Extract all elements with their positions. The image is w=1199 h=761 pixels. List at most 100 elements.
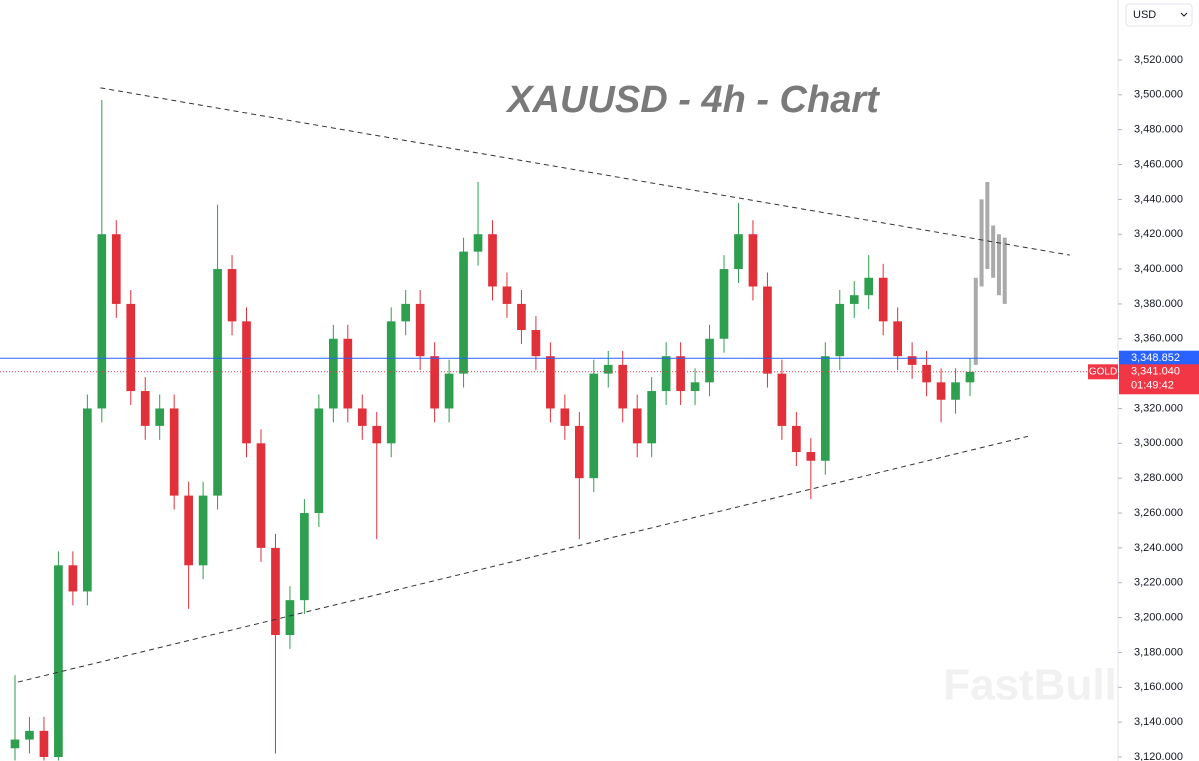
candle-body — [328, 338, 338, 409]
countdown: 01:49:42 — [1131, 380, 1174, 392]
candle-body — [54, 565, 63, 757]
price-label-box — [1119, 364, 1199, 395]
candle-body — [864, 277, 874, 296]
chart-title: XAUUSD - 4h - Chart — [505, 79, 880, 121]
candle-body — [502, 286, 512, 304]
candle-body — [68, 565, 78, 592]
candle-body — [589, 373, 599, 479]
candle-body — [386, 321, 396, 444]
y-tick-label: 3,460.000 — [1134, 158, 1183, 170]
candle-body — [227, 269, 237, 322]
candle-body — [546, 356, 555, 409]
candle-body — [300, 513, 309, 601]
candle-body — [111, 234, 121, 304]
y-tick-label: 3,480.000 — [1134, 124, 1183, 136]
projection-bar — [985, 181, 990, 270]
candle-body — [922, 364, 931, 383]
candle-body — [198, 495, 208, 566]
candle-body — [719, 269, 729, 339]
currency-dropdown[interactable] — [1125, 3, 1193, 27]
candle-body — [343, 338, 353, 409]
candle-body — [632, 408, 642, 444]
candle-body — [488, 234, 497, 287]
y-tick-label: 3,160.000 — [1134, 681, 1183, 693]
projection-bar — [996, 234, 1001, 296]
y-tick-label: 3,260.000 — [1134, 507, 1183, 519]
candle-body — [444, 373, 454, 409]
y-tick-label: 3,200.000 — [1134, 611, 1183, 623]
candle-body — [256, 443, 266, 548]
y-tick-label: 3,280.000 — [1134, 472, 1183, 484]
candle-body — [372, 425, 382, 444]
y-tick-label: 3,220.000 — [1134, 577, 1183, 589]
candle-body — [676, 356, 685, 392]
y-tick-label: 3,440.000 — [1134, 193, 1183, 205]
y-tick-label: 3,240.000 — [1134, 542, 1183, 554]
y-tick-label: 3,140.000 — [1134, 716, 1183, 728]
candle-body — [806, 452, 816, 461]
watermark: FastBull — [943, 661, 1117, 710]
projection-bar — [973, 277, 978, 365]
candle-body — [647, 391, 657, 444]
candle-body — [126, 303, 136, 392]
candle-body — [835, 303, 845, 357]
candle-body — [705, 338, 714, 383]
y-tick-label: 3,180.000 — [1134, 646, 1183, 658]
candle-body — [83, 408, 92, 592]
trendline — [100, 87, 1070, 256]
projection-bar — [991, 225, 996, 278]
y-tick-label: 3,380.000 — [1134, 298, 1183, 310]
candle-body — [965, 371, 975, 383]
candle-body — [140, 391, 150, 426]
y-tick-label: 3,360.000 — [1134, 333, 1183, 345]
candle-body — [314, 408, 324, 514]
symbol-label: GOLD — [1089, 366, 1117, 377]
candle-body — [415, 303, 425, 357]
candle-body — [734, 234, 743, 270]
candle-body — [690, 382, 700, 392]
candle-body — [560, 408, 570, 426]
candle-body — [849, 295, 859, 304]
price-label: 3,348.852 — [1131, 352, 1180, 364]
y-tick-label: 3,500.000 — [1134, 89, 1183, 101]
trendline — [17, 435, 1028, 683]
y-tick-label: 3,400.000 — [1134, 263, 1183, 275]
currency-label[interactable]: USD — [1133, 9, 1156, 21]
candle-body — [25, 730, 34, 740]
y-tick-label: 3,300.000 — [1134, 437, 1183, 449]
candle-body — [39, 730, 49, 757]
candle-body — [97, 234, 107, 409]
price-label: 3,341.040 — [1131, 366, 1180, 378]
candle-body — [777, 373, 787, 426]
symbol-box — [1088, 364, 1118, 380]
candle-body — [907, 356, 917, 365]
candle-body — [603, 364, 613, 374]
candle-body — [155, 408, 165, 426]
candle-body — [271, 547, 280, 636]
candle-body — [10, 739, 20, 749]
candle-body — [517, 303, 526, 331]
candle-body — [748, 234, 758, 287]
candle-body — [357, 408, 367, 426]
candle-body — [473, 234, 483, 252]
candle-body — [213, 269, 222, 496]
dropdown-arrow — [1180, 12, 1188, 17]
candle-body — [169, 408, 179, 496]
price-label-box — [1119, 350, 1199, 366]
candle-body — [430, 356, 439, 409]
projection-bar — [979, 199, 984, 287]
candle-body — [951, 382, 960, 400]
candle-body — [792, 425, 801, 453]
candle-body — [184, 495, 193, 566]
candle-body — [459, 251, 468, 374]
y-tick-label: 3,420.000 — [1134, 228, 1183, 240]
candle-body — [936, 382, 946, 400]
candle-body — [618, 364, 628, 409]
candle-body — [401, 303, 411, 322]
candle-body — [878, 277, 888, 322]
candle-body — [661, 356, 671, 392]
candle-body — [893, 321, 902, 357]
candle-body — [285, 600, 295, 636]
